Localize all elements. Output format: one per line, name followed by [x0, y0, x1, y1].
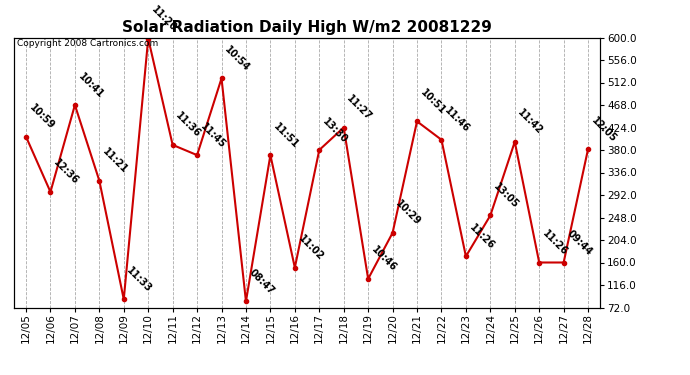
- Text: 10:54: 10:54: [223, 44, 252, 73]
- Text: 10:51: 10:51: [418, 87, 447, 116]
- Text: 12:05: 12:05: [589, 115, 618, 144]
- Text: 11:45: 11:45: [198, 121, 227, 150]
- Text: 12:36: 12:36: [52, 158, 81, 187]
- Text: 11:33: 11:33: [125, 265, 154, 294]
- Text: 10:41: 10:41: [76, 71, 105, 100]
- Text: 11:20: 11:20: [150, 4, 179, 33]
- Text: 11:42: 11:42: [516, 108, 545, 137]
- Text: 11:02: 11:02: [296, 234, 325, 262]
- Text: 11:46: 11:46: [443, 106, 472, 135]
- Title: Solar Radiation Daily High W/m2 20081229: Solar Radiation Daily High W/m2 20081229: [122, 20, 492, 35]
- Text: 11:26: 11:26: [540, 228, 569, 257]
- Text: 11:36: 11:36: [174, 111, 203, 140]
- Text: 09:44: 09:44: [565, 228, 594, 257]
- Text: 10:59: 10:59: [27, 103, 56, 132]
- Text: 08:47: 08:47: [247, 267, 276, 296]
- Text: 10:29: 10:29: [394, 199, 423, 228]
- Text: 13:05: 13:05: [491, 182, 520, 210]
- Text: 10:46: 10:46: [369, 245, 398, 274]
- Text: 11:51: 11:51: [272, 121, 301, 150]
- Text: 11:27: 11:27: [345, 93, 374, 122]
- Text: 13:30: 13:30: [320, 116, 349, 145]
- Text: Copyright 2008 Cartronics.com: Copyright 2008 Cartronics.com: [17, 39, 158, 48]
- Text: 11:21: 11:21: [101, 147, 130, 176]
- Text: 11:26: 11:26: [467, 222, 496, 251]
